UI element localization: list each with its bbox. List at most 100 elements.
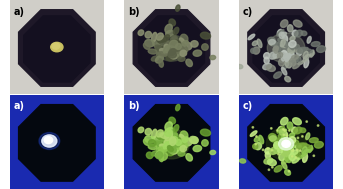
Ellipse shape <box>165 131 173 141</box>
Ellipse shape <box>156 152 163 159</box>
Ellipse shape <box>296 149 298 151</box>
Ellipse shape <box>300 128 306 132</box>
Ellipse shape <box>169 40 178 48</box>
Ellipse shape <box>170 36 178 43</box>
Ellipse shape <box>262 149 264 150</box>
Ellipse shape <box>269 134 276 140</box>
Ellipse shape <box>169 44 177 50</box>
Ellipse shape <box>202 44 208 50</box>
Ellipse shape <box>287 146 293 154</box>
Ellipse shape <box>307 147 313 151</box>
Ellipse shape <box>138 30 144 36</box>
Ellipse shape <box>180 34 188 43</box>
Ellipse shape <box>51 42 63 52</box>
Ellipse shape <box>145 136 154 143</box>
Ellipse shape <box>176 104 180 111</box>
Ellipse shape <box>149 140 156 146</box>
Ellipse shape <box>164 41 170 47</box>
Ellipse shape <box>166 149 175 156</box>
Ellipse shape <box>239 159 246 163</box>
Ellipse shape <box>277 126 284 133</box>
Ellipse shape <box>174 142 180 148</box>
Ellipse shape <box>166 54 175 61</box>
Ellipse shape <box>303 51 308 59</box>
Ellipse shape <box>268 159 276 166</box>
Ellipse shape <box>181 139 188 147</box>
Ellipse shape <box>283 41 289 48</box>
Ellipse shape <box>200 129 211 136</box>
Ellipse shape <box>42 135 57 147</box>
Ellipse shape <box>162 132 169 139</box>
Ellipse shape <box>298 61 304 65</box>
Ellipse shape <box>279 154 285 161</box>
Ellipse shape <box>44 136 52 144</box>
Ellipse shape <box>289 130 290 131</box>
Ellipse shape <box>288 139 294 146</box>
Ellipse shape <box>291 150 298 155</box>
Ellipse shape <box>175 142 183 149</box>
Ellipse shape <box>264 53 270 59</box>
Ellipse shape <box>170 148 178 154</box>
Ellipse shape <box>285 47 293 54</box>
Ellipse shape <box>181 43 188 52</box>
Ellipse shape <box>156 145 166 153</box>
Ellipse shape <box>210 150 216 155</box>
Ellipse shape <box>179 134 186 142</box>
Ellipse shape <box>295 157 297 158</box>
Ellipse shape <box>178 151 185 156</box>
Ellipse shape <box>156 49 166 57</box>
Ellipse shape <box>292 30 298 36</box>
Ellipse shape <box>269 52 277 59</box>
Ellipse shape <box>292 55 298 60</box>
Ellipse shape <box>295 152 300 157</box>
Ellipse shape <box>155 150 163 158</box>
Ellipse shape <box>293 45 297 53</box>
Ellipse shape <box>290 36 295 41</box>
Ellipse shape <box>178 57 185 61</box>
Ellipse shape <box>52 43 60 49</box>
Ellipse shape <box>297 143 305 149</box>
Ellipse shape <box>288 47 294 53</box>
Ellipse shape <box>175 45 181 54</box>
Ellipse shape <box>299 150 301 152</box>
Ellipse shape <box>294 145 301 148</box>
Ellipse shape <box>279 59 285 66</box>
Ellipse shape <box>276 139 282 144</box>
Ellipse shape <box>274 143 278 149</box>
Ellipse shape <box>281 146 287 153</box>
Ellipse shape <box>269 40 275 44</box>
Ellipse shape <box>271 128 272 129</box>
Ellipse shape <box>200 32 211 39</box>
Ellipse shape <box>145 31 152 38</box>
Text: b): b) <box>128 101 140 112</box>
Ellipse shape <box>311 42 320 46</box>
Ellipse shape <box>289 153 295 161</box>
Ellipse shape <box>273 47 277 53</box>
Ellipse shape <box>278 153 279 155</box>
Ellipse shape <box>182 41 188 46</box>
Ellipse shape <box>281 117 288 125</box>
Ellipse shape <box>251 48 256 53</box>
Ellipse shape <box>145 129 152 135</box>
Ellipse shape <box>191 41 198 47</box>
Ellipse shape <box>293 20 302 27</box>
Ellipse shape <box>156 142 165 148</box>
Ellipse shape <box>153 40 162 48</box>
Ellipse shape <box>174 27 179 34</box>
Ellipse shape <box>169 40 175 46</box>
Ellipse shape <box>169 136 175 142</box>
Ellipse shape <box>152 32 157 42</box>
Ellipse shape <box>263 63 272 70</box>
Ellipse shape <box>297 137 299 139</box>
Ellipse shape <box>302 149 308 157</box>
Ellipse shape <box>180 50 187 56</box>
Ellipse shape <box>285 170 291 175</box>
Ellipse shape <box>165 122 172 131</box>
Ellipse shape <box>287 148 294 155</box>
Ellipse shape <box>162 35 169 42</box>
Ellipse shape <box>155 141 163 148</box>
Ellipse shape <box>274 46 281 54</box>
Ellipse shape <box>171 43 180 51</box>
Ellipse shape <box>143 43 150 49</box>
Ellipse shape <box>167 146 173 152</box>
